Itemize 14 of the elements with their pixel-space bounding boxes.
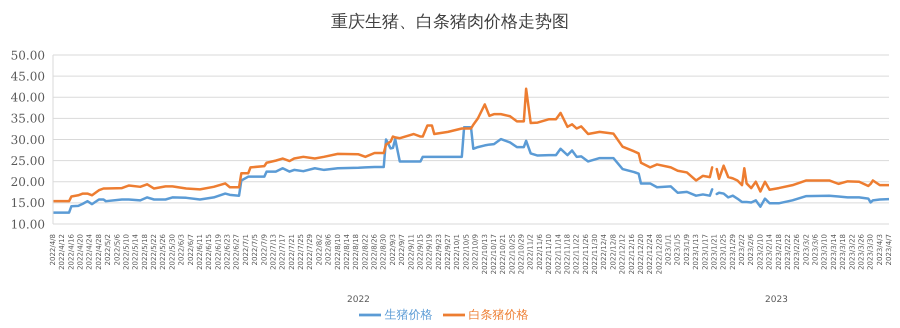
x2-tick-label: 2022 (347, 295, 370, 305)
y-tick-label: 30.00 (10, 132, 45, 147)
y-tick-label: 40.00 (10, 90, 45, 105)
legend-label: 白条猪价格 (468, 307, 528, 322)
y-tick-label: 35.00 (10, 112, 45, 126)
y-tick-label: 15.00 (10, 196, 45, 210)
x2-tick-label: 2023 (765, 295, 788, 305)
y-tick-label: 50.00 (10, 48, 45, 62)
legend-label: 生猪价格 (384, 307, 432, 322)
y-tick-label: 20.00 (10, 175, 45, 190)
y-tick-label: 45.00 (10, 69, 45, 84)
chart-title: 重庆生猪、白条猪肉价格走势图 (330, 11, 570, 34)
y-tick-label: 25.00 (10, 154, 45, 168)
y-tick-label: 10.00 (10, 217, 45, 232)
